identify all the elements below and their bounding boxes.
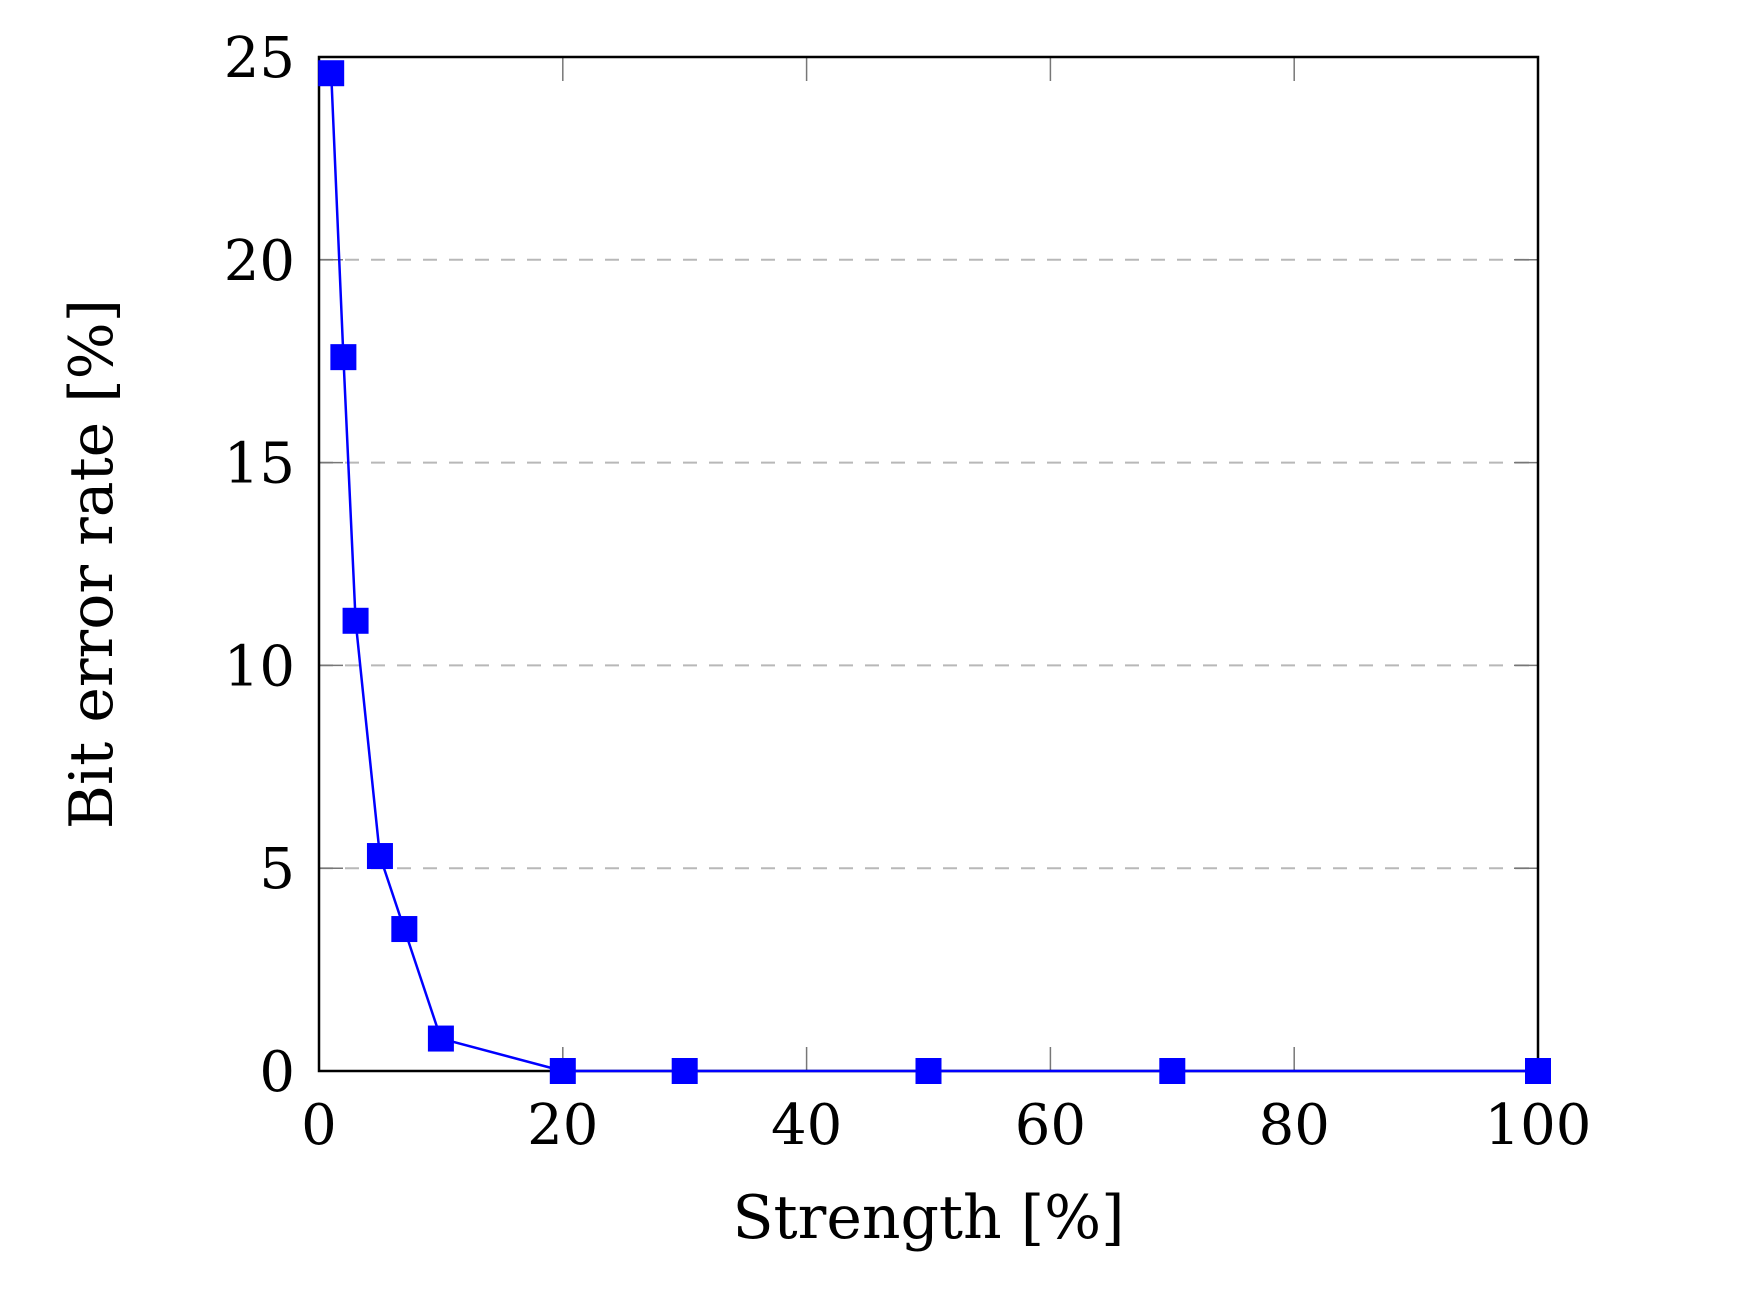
data-point-marker [915, 1058, 942, 1084]
x-tick-label: 0 [301, 1093, 337, 1158]
data-point-marker [366, 843, 393, 870]
y-tick-label: 15 [224, 432, 295, 497]
data-point-marker [671, 1058, 698, 1084]
series-layer [318, 60, 1551, 1084]
x-tick-label: 100 [1485, 1093, 1592, 1158]
x-tick-label: 80 [1259, 1093, 1330, 1158]
data-point-marker [391, 916, 418, 943]
y-tick-label: 20 [224, 229, 295, 294]
x-tick-label: 40 [771, 1093, 842, 1158]
y-axis-label: Bit error rate [%] [57, 299, 127, 829]
data-point-marker [342, 607, 369, 634]
data-point-marker [330, 344, 357, 371]
y-tick-label: 25 [224, 26, 295, 91]
data-point-marker [1525, 1058, 1551, 1084]
data-point-marker [318, 60, 345, 87]
y-tick-label: 10 [224, 634, 295, 699]
tick-layer [318, 56, 1539, 1072]
y-tick-label: 0 [259, 1040, 295, 1105]
x-tick-label: 20 [527, 1093, 598, 1158]
label-layer: 0 5 10 15 20 25 0 20 40 60 80 100 [224, 26, 1592, 1158]
grid-layer [319, 258, 1538, 870]
y-tick-label: 5 [259, 837, 295, 902]
data-point-marker [427, 1025, 454, 1052]
x-tick-label: 60 [1015, 1093, 1086, 1158]
series-line [329, 73, 1538, 1073]
data-point-marker [549, 1058, 576, 1084]
x-axis-label: Strength [%] [732, 1183, 1124, 1253]
plot-frame [317, 55, 1540, 1073]
data-point-marker [1159, 1058, 1186, 1084]
